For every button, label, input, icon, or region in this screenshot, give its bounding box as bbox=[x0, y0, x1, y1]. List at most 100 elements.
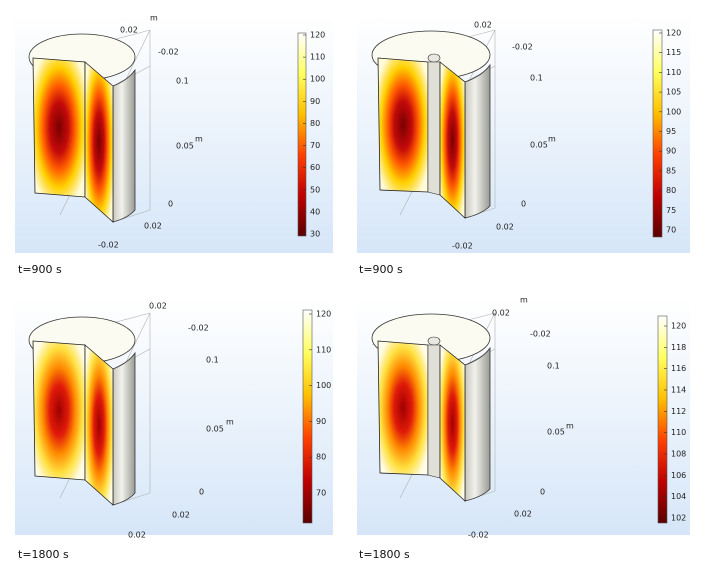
colorbar-label: 70 bbox=[666, 226, 676, 235]
colorbar-label: 116 bbox=[671, 364, 686, 373]
panel: 0.02 -0.02 0.1 0.05m 0 0.02 0.02 120 110 100 90 80 7… bbox=[15, 298, 333, 561]
axis-label: 0.02 bbox=[120, 26, 138, 35]
colorbar-label: 70 bbox=[316, 489, 326, 498]
colorbar-label: 95 bbox=[666, 127, 676, 136]
axis-label: -0.02 bbox=[468, 531, 489, 540]
colorbar-label: 120 bbox=[666, 29, 681, 38]
cylinder-side bbox=[112, 68, 136, 223]
axis-label: 0.1 bbox=[530, 74, 543, 83]
axis-label: 0.02 bbox=[128, 531, 146, 540]
axis-label: -0.02 bbox=[188, 324, 209, 333]
cylinder-side bbox=[464, 63, 491, 219]
panel: 0.02m-0.020.10.05m00.02-0.02120110100908… bbox=[15, 14, 333, 276]
colorbar-label: 100 bbox=[310, 75, 325, 84]
axis-label: m bbox=[520, 296, 528, 305]
caption: t=900 s bbox=[359, 263, 403, 276]
axis-label: 0.05 bbox=[547, 428, 565, 437]
axis-label: 0.02 bbox=[144, 222, 162, 231]
axis-label: 0 bbox=[540, 488, 545, 497]
axis-label: 0.02 bbox=[172, 511, 190, 520]
cut-face bbox=[32, 57, 86, 198]
cut-face bbox=[377, 57, 429, 193]
caption: t=900 s bbox=[18, 263, 62, 276]
cylinder bbox=[28, 312, 151, 506]
colorbar-label: 104 bbox=[671, 492, 686, 501]
axis-label: -0.02 bbox=[452, 242, 473, 251]
colorbar-label: 110 bbox=[666, 68, 681, 77]
axis-label: 0.05 bbox=[176, 142, 194, 151]
axis-label: -0.02 bbox=[530, 330, 551, 339]
colorbar-label: 80 bbox=[666, 186, 676, 195]
colorbar bbox=[297, 32, 307, 237]
axis-label: 0 bbox=[168, 200, 173, 209]
axis-label: 0.02 bbox=[496, 223, 514, 232]
axis-label: m bbox=[548, 135, 556, 144]
colorbar bbox=[657, 315, 668, 524]
slot bbox=[427, 61, 441, 196]
colorbar-label: 105 bbox=[666, 88, 681, 97]
colorbar-label: 108 bbox=[671, 450, 686, 459]
colorbar-label: 115 bbox=[666, 48, 681, 57]
colorbar-label: 40 bbox=[310, 207, 320, 216]
cut-face bbox=[84, 61, 114, 223]
colorbar-label: 75 bbox=[666, 206, 676, 215]
axis-label: m bbox=[195, 135, 203, 144]
colorbar-label: 85 bbox=[666, 166, 676, 175]
cylinder-side bbox=[464, 346, 491, 502]
axis-label: 0.1 bbox=[176, 77, 189, 86]
colorbar bbox=[302, 309, 313, 524]
colorbar-label: 120 bbox=[310, 31, 325, 40]
colorbar-label: 118 bbox=[671, 343, 686, 352]
panel: 0.02 -0.02 0.1 0.05m 0 0.02 -0.02 120 115 110 105 1… bbox=[357, 15, 690, 276]
axis-label: -0.02 bbox=[158, 48, 179, 57]
axis-label: 0.1 bbox=[206, 356, 219, 365]
cylinder-side bbox=[112, 351, 136, 506]
cylinder bbox=[371, 312, 496, 502]
colorbar-label: 120 bbox=[316, 310, 331, 319]
hole bbox=[427, 336, 441, 346]
colorbar-label: 100 bbox=[666, 107, 681, 116]
axis-label: 0.02 bbox=[492, 309, 510, 318]
cut-face bbox=[439, 344, 466, 502]
cylinder bbox=[28, 29, 151, 223]
caption: t=1800 s bbox=[359, 548, 410, 561]
colorbar-label: 80 bbox=[310, 119, 320, 128]
caption: t=1800 s bbox=[18, 548, 69, 561]
colorbar-label: 110 bbox=[316, 345, 331, 354]
axis-label: 0.1 bbox=[547, 362, 560, 371]
cut-face bbox=[84, 344, 114, 506]
colorbar-label: 102 bbox=[671, 514, 686, 523]
colorbar-label: 90 bbox=[310, 97, 320, 106]
slot bbox=[427, 344, 441, 479]
colorbar-label: 120 bbox=[671, 322, 686, 331]
hole bbox=[427, 53, 441, 63]
axis-label: 0.05 bbox=[206, 425, 224, 434]
axis-label: 0.02 bbox=[149, 302, 167, 311]
axis-label: m bbox=[226, 418, 234, 427]
axis-label: -0.02 bbox=[512, 43, 533, 52]
colorbar-label: 80 bbox=[316, 453, 326, 462]
colorbar-label: 106 bbox=[671, 471, 686, 480]
cut-face bbox=[439, 61, 466, 219]
colorbar-label: 110 bbox=[310, 53, 325, 62]
colorbar-label: 60 bbox=[310, 163, 320, 172]
colorbar-label: 90 bbox=[316, 417, 326, 426]
cylinder bbox=[371, 29, 496, 219]
axis-label: 0 bbox=[199, 488, 204, 497]
axis-label: 0.02 bbox=[514, 510, 532, 519]
colorbar bbox=[652, 29, 663, 238]
panel: m0.02-0.020.10.05m00.02-0.02120118116114… bbox=[357, 296, 690, 561]
axis-label: m bbox=[150, 14, 158, 23]
colorbar-label: 70 bbox=[310, 141, 320, 150]
colorbar-label: 30 bbox=[310, 230, 320, 239]
colorbar-label: 50 bbox=[310, 185, 320, 194]
colorbar-label: 100 bbox=[316, 381, 331, 390]
axis-label: 0 bbox=[521, 200, 526, 209]
axis-label: 0.05 bbox=[530, 141, 548, 150]
axis-label: m bbox=[566, 422, 574, 431]
cut-face bbox=[377, 340, 429, 476]
cut-face bbox=[32, 340, 86, 481]
colorbar-label: 110 bbox=[671, 428, 686, 437]
axis-label: -0.02 bbox=[98, 241, 119, 250]
